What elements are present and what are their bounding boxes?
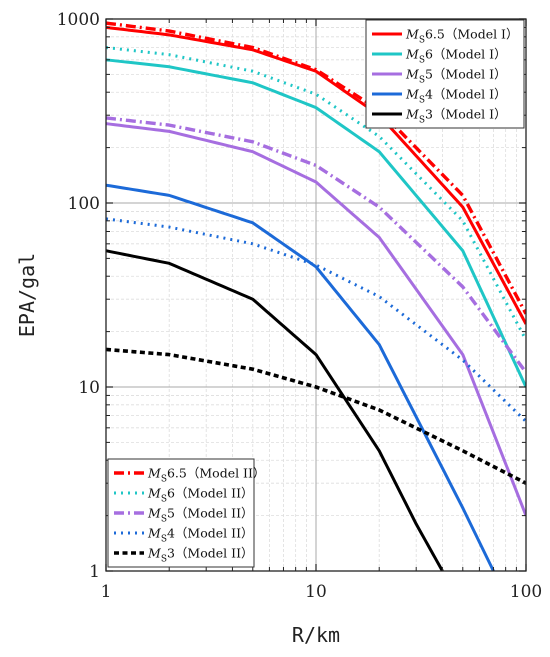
series-group [106, 21, 526, 571]
legend-box [107, 458, 255, 568]
legend-top-right: MS6.5（Model I）MS6（Model I）MS5（Model I）MS… [365, 19, 525, 129]
series-line-ms65-i [106, 25, 526, 325]
legend-label: MS6.5（Model II） [147, 466, 265, 485]
legend-label: MS6.5（Model I） [405, 27, 519, 46]
legend-label: MS5（Model I） [405, 67, 507, 86]
y-tick-label: 10 [78, 378, 100, 398]
legend-label: MS5（Model II） [147, 506, 254, 525]
series-line-ms5-i [106, 122, 526, 517]
y-tick-label: 1000 [57, 10, 100, 30]
series-line-ms4-ii [106, 217, 526, 423]
series-line-ms65-ii [106, 21, 526, 315]
legend-label: MS6（Model II） [147, 486, 254, 505]
y-tick-label: 100 [68, 194, 100, 214]
x-axis-title: R/km [292, 623, 340, 647]
series-line-ms6-i [106, 58, 526, 388]
legend-label: MS3（Model II） [147, 546, 254, 565]
legend-label: MS4（Model I） [405, 87, 507, 106]
series-line-ms3-ii [106, 347, 526, 485]
x-tick-label: 1 [101, 582, 112, 602]
x-tick-label: 100 [510, 582, 542, 602]
series-line-ms6-ii [106, 46, 526, 341]
y-tick-label: 1 [89, 562, 100, 582]
legend-bottom-left: MS6.5（Model II）MS6（Model II）MS5（Model II… [107, 458, 265, 568]
series-line-ms3-i [106, 249, 444, 571]
legend-label: MS6（Model I） [405, 47, 507, 66]
legend-label: MS3（Model I） [405, 107, 507, 126]
series-line-ms5-ii [106, 116, 526, 374]
series-line-ms4-i [106, 183, 495, 571]
y-axis-title: EPA/gal [15, 253, 39, 337]
x-tick-label: 10 [305, 582, 327, 602]
legend-label: MS4（Model II） [147, 526, 254, 545]
